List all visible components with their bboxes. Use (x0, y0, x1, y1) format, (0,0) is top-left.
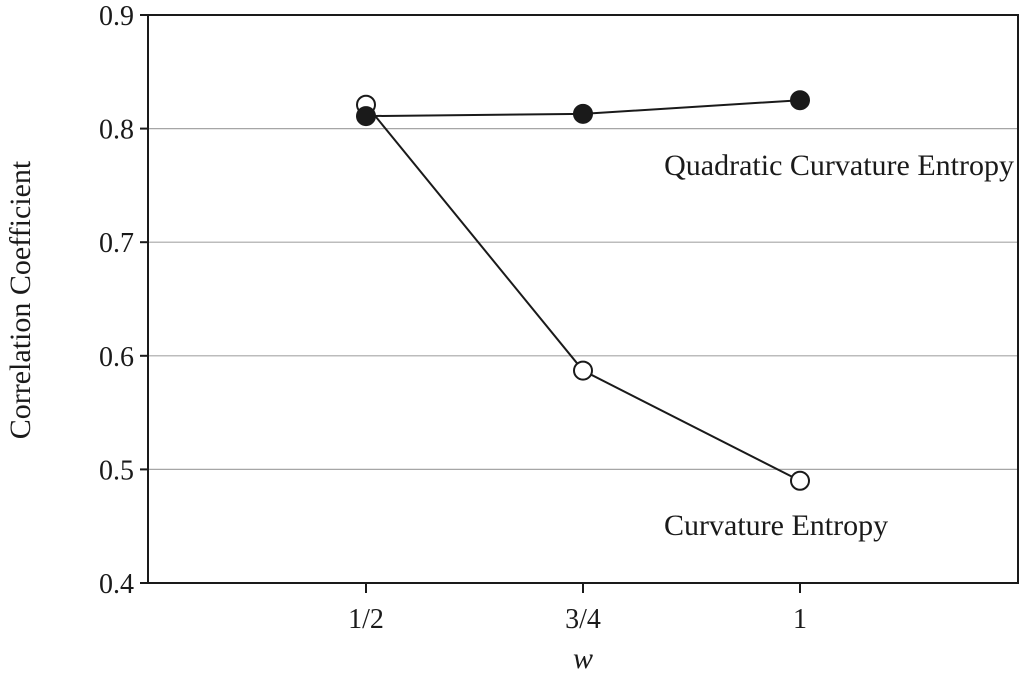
x-tick-label: 1/2 (348, 604, 384, 635)
data-point-quadratic-curvature-entropy-0 (356, 106, 376, 127)
x-tick-label: 1 (793, 604, 807, 635)
data-point-quadratic-curvature-entropy-1 (573, 103, 593, 124)
data-point-quadratic-curvature-entropy-2 (790, 90, 810, 111)
series-label-quadratic-curvature-entropy: Quadratic Curvature Entropy (664, 149, 1014, 182)
data-point-curvature-entropy-2 (790, 470, 810, 491)
y-tick-label: 0.8 (99, 115, 134, 146)
plot-frame (147, 14, 1019, 584)
y-tick-label: 0.7 (99, 228, 134, 259)
y-tick-label: 0.9 (99, 1, 134, 32)
y-tick-label: 0.4 (99, 569, 134, 600)
series-label-curvature-entropy: Curvature Entropy (664, 509, 888, 542)
axis-ticks: 0.4 0.5 0.6 0.7 0.8 0.9 1/2 3/4 1 (99, 1, 807, 635)
series-layer (356, 90, 810, 491)
y-tick-label: 0.5 (99, 455, 134, 486)
series-quadratic-curvature-entropy (356, 90, 810, 127)
x-tick-label: 3/4 (565, 604, 601, 635)
y-axis-label: Correlation Coefficient (4, 160, 37, 439)
data-point-curvature-entropy-1 (573, 360, 593, 381)
x-axis-label: w (573, 642, 593, 675)
y-tick-label: 0.6 (99, 342, 134, 373)
grid-lines (148, 128, 1018, 470)
